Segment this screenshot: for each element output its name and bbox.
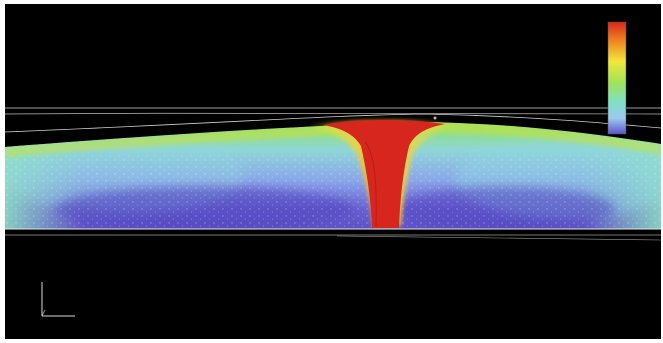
color-legend-bar: [608, 22, 626, 134]
outline-line: [5, 112, 661, 115]
plot-viewport: [5, 4, 661, 339]
plume-core: [323, 119, 445, 228]
legend-labels: [629, 22, 659, 134]
outline-dome-line: [5, 113, 661, 133]
contour-canvas: [5, 21, 661, 317]
axis-triad-icon: [41, 282, 75, 317]
slab-body: [5, 122, 661, 229]
